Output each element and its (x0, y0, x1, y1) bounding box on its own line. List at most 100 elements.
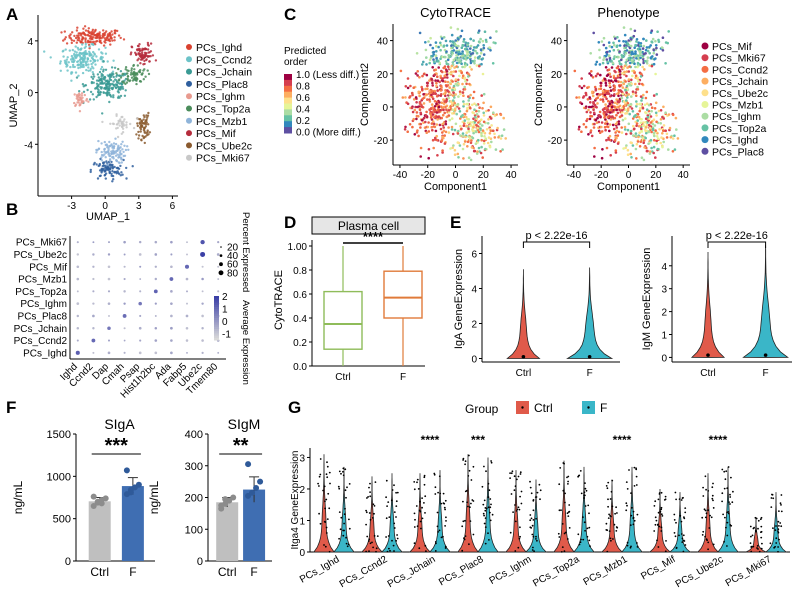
scatter-point (416, 105, 419, 109)
umap-point (98, 93, 102, 96)
scatter-point (473, 149, 477, 153)
scatter-point (589, 52, 592, 55)
umap-point (108, 171, 111, 175)
umap-point (101, 52, 104, 55)
jitter-point (395, 540, 398, 542)
jitter-point (684, 544, 687, 546)
jitter-point (774, 545, 776, 548)
scatter-point (664, 41, 668, 44)
jitter-point (724, 478, 727, 481)
umap-point (117, 91, 121, 94)
umap-point (102, 162, 105, 165)
scatter-point (462, 105, 465, 108)
scatter-point (626, 153, 630, 156)
scatter-point (469, 61, 473, 65)
scatter-point (608, 123, 612, 126)
scatter-point (473, 102, 476, 105)
jitter-point (778, 525, 780, 527)
scatter-point (585, 110, 589, 114)
umap-point (141, 53, 144, 56)
umap-point (66, 69, 69, 72)
scatter-point (636, 140, 640, 143)
umap-point (98, 79, 101, 82)
scatter-point (477, 109, 481, 113)
scatter-point (490, 124, 493, 127)
jitter-point (633, 519, 636, 522)
scatter-point (652, 94, 656, 97)
scatter-point (601, 148, 604, 151)
scatter-point (473, 59, 476, 62)
jitter-point (366, 497, 368, 499)
scatter-point (673, 148, 677, 151)
scatter-point (489, 105, 493, 109)
scatter-point (606, 60, 609, 64)
umap-point (73, 54, 76, 57)
umap-point (147, 51, 150, 54)
jitter-point (391, 539, 393, 542)
dot (170, 253, 173, 256)
panel-a-umap: -3 0 3 640-4UMAP_1UMAP_2PCs_IghdPCs_Ccnd2PC… (8, 15, 252, 223)
jitter-point (778, 538, 780, 541)
scatter-point (435, 94, 439, 98)
scatter-point (649, 121, 653, 124)
scatter-point (591, 90, 594, 94)
scatter-point (487, 109, 490, 112)
jitter-point (435, 542, 437, 545)
jitter-point (586, 535, 589, 538)
dot (217, 290, 220, 293)
umap-point (97, 139, 100, 143)
umap-point (87, 63, 90, 66)
umap-point (89, 170, 92, 174)
jitter-point (630, 492, 632, 494)
scatter-point (432, 50, 436, 54)
scatter-point (422, 72, 426, 76)
colorbar-segment (214, 298, 219, 301)
umap-point (133, 68, 136, 71)
size-legend-dot (219, 254, 223, 257)
scatter-point (469, 37, 473, 41)
jitter-point (584, 487, 587, 490)
scatter-point (620, 114, 624, 117)
scatter-point (452, 49, 456, 52)
scatter-point (479, 128, 482, 132)
scatter-point (429, 36, 432, 40)
dot (170, 339, 173, 342)
scatter-point (605, 120, 608, 123)
umap-point (145, 58, 148, 61)
x-axis-title: UMAP_1 (86, 211, 130, 223)
jitter-point (517, 506, 520, 509)
scatter-point (640, 127, 643, 131)
jitter-point (770, 506, 773, 508)
scatter-point (650, 29, 654, 32)
scatter-point (434, 54, 438, 58)
umap-point (135, 117, 139, 120)
legend-swatch (701, 65, 709, 73)
scatter-point (457, 50, 461, 54)
scatter-point (609, 118, 613, 121)
scatter-point (614, 122, 618, 126)
jitter-point (326, 518, 329, 520)
scatter-point (431, 138, 435, 142)
scatter-point (610, 108, 613, 111)
jitter-point (777, 531, 780, 534)
umap-point (77, 66, 80, 70)
scatter-point (490, 140, 493, 144)
jitter-point (482, 503, 485, 506)
umap-point (84, 37, 87, 40)
scatter-point (617, 122, 621, 126)
jitter-point (630, 506, 633, 509)
umap-point (104, 177, 108, 180)
legend-label: PCs_Mzb1 (196, 116, 248, 128)
jitter-point (373, 505, 376, 507)
scatter-point (608, 129, 611, 133)
umap-point (101, 168, 104, 172)
scatter-point (453, 66, 456, 69)
umap-point (147, 44, 150, 47)
umap-point (98, 174, 102, 178)
panel-label-e: E (450, 213, 461, 232)
jitter-point (423, 502, 425, 504)
umap-point (49, 56, 52, 59)
scatter-point (403, 128, 407, 131)
jitter-point (519, 526, 521, 529)
colorbar-segment (214, 315, 219, 319)
